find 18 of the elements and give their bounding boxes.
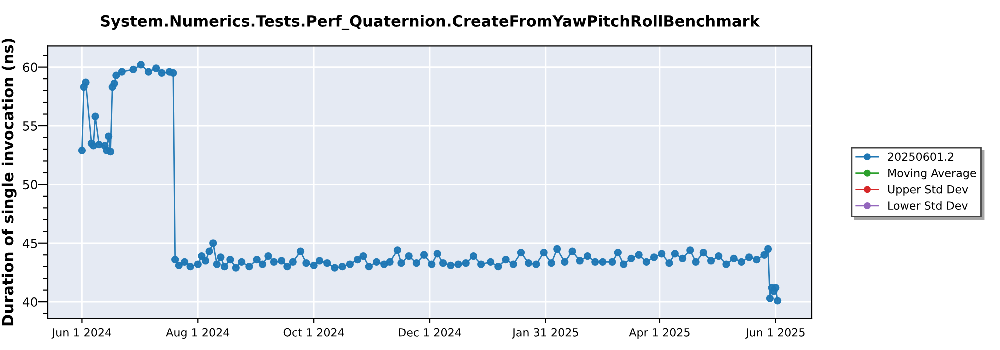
legend-label: 20250601.2 [888, 152, 954, 162]
legend-label: Upper Std Dev [888, 185, 968, 196]
y-tick-label: 50 [23, 180, 38, 190]
legend-label: Lower Std Dev [888, 201, 968, 210]
x-tick-label: Jun 1 2025 [745, 328, 805, 339]
y-axis-title: Duration of single invocation (ns) [2, 39, 17, 326]
x-tick-label: Jan 31 2025 [512, 328, 578, 339]
x-tick-label: Aug 1 2024 [166, 328, 230, 339]
y-tick-label: 45 [22, 239, 38, 248]
x-tick-label: Apr 1 2025 [629, 328, 690, 339]
y-tick-label: 60 [23, 62, 38, 72]
x-tick-label: Jun 1 2024 [52, 328, 112, 339]
chart-title: System.Numerics.Tests.Perf_Quaternion.CreateFromYawPitchRollBenchmark [101, 15, 760, 30]
y-tick-label: 55 [23, 122, 38, 131]
legend-label: Moving Average [888, 168, 976, 180]
y-tick-label: 40 [22, 298, 38, 307]
x-tick-label: Dec 1 2024 [399, 328, 462, 337]
x-tick-label: Oct 1 2024 [284, 328, 344, 337]
